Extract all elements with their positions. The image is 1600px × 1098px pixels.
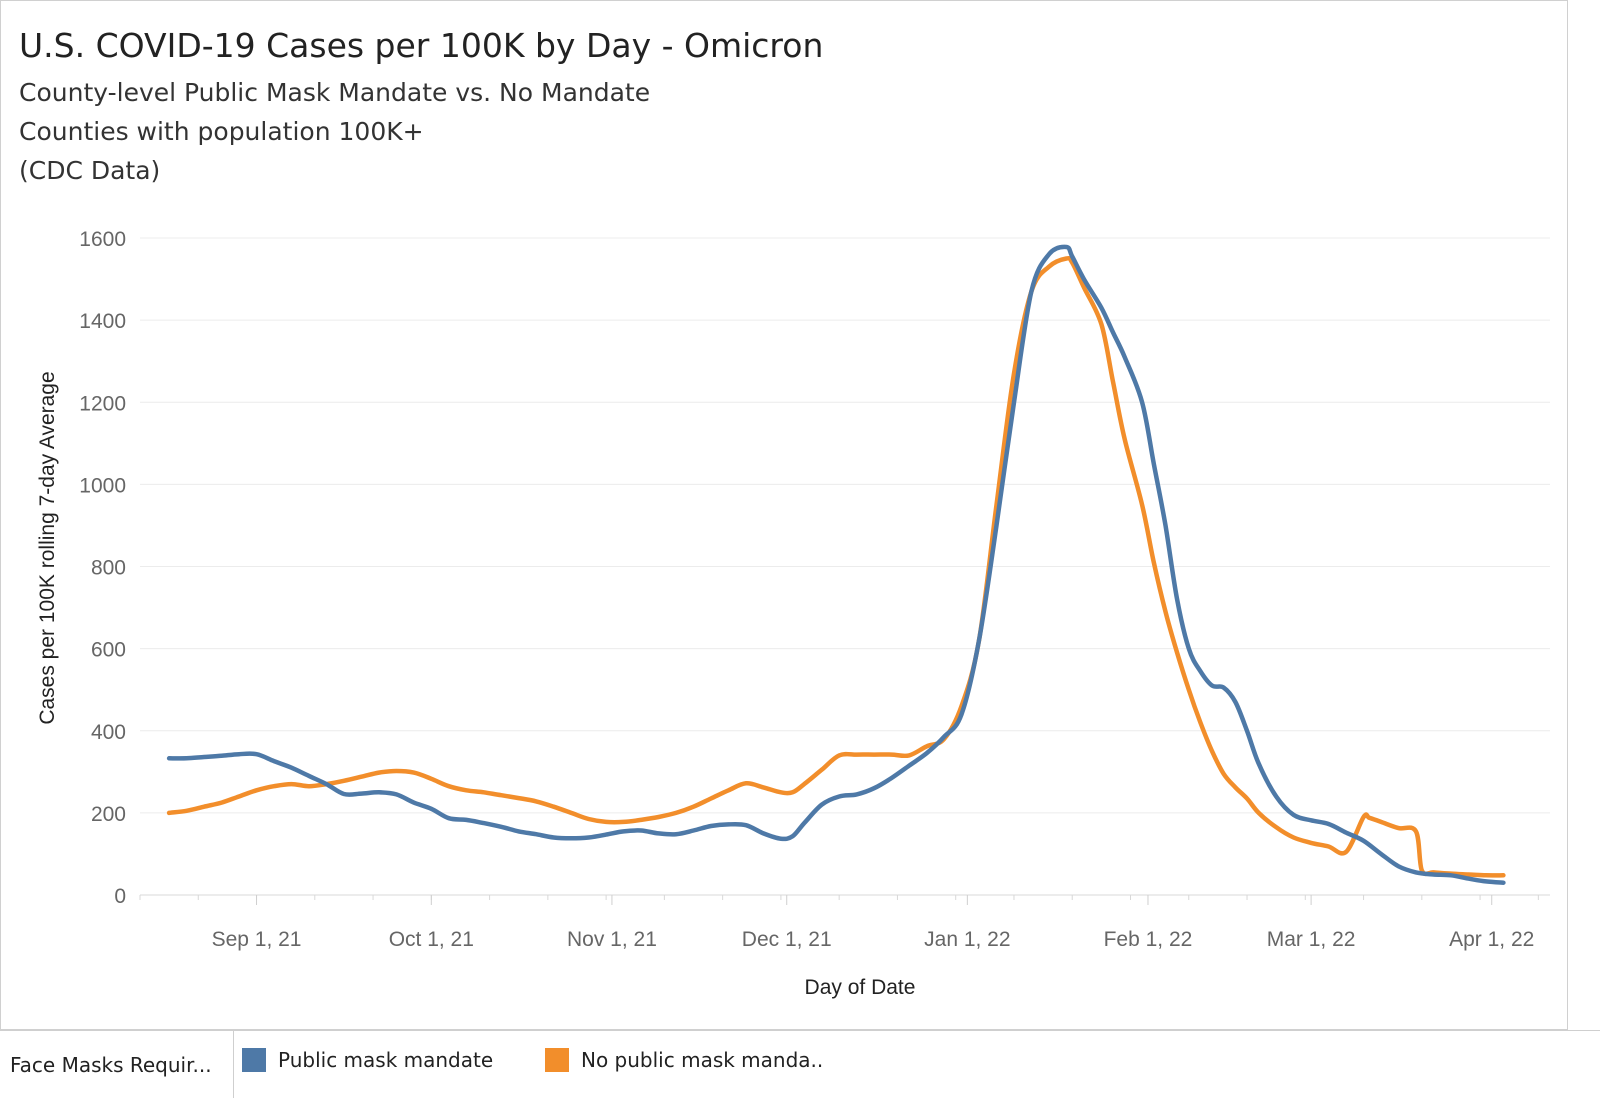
legend-swatch-blue (242, 1048, 266, 1072)
legend-item-no-public-mask-mandate[interactable]: No public mask manda.. (545, 1045, 823, 1075)
x-tick-label: Nov 1, 21 (567, 928, 657, 951)
y-tick-label: 1200 (79, 392, 126, 415)
series-line-no-public-mask-mandate[interactable] (166, 255, 1506, 878)
y-tick-label: 800 (91, 557, 126, 580)
x-tick-label: Oct 1, 21 (389, 928, 474, 951)
chart-subtitle-line-1: County-level Public Mask Mandate vs. No … (19, 78, 651, 107)
legend-divider (233, 1031, 234, 1098)
chart-subtitle-line-2: Counties with population 100K+ (19, 117, 424, 146)
y-axis-ticks: 0 200 400 600 800 1000 1200 1400 1600 (79, 228, 126, 908)
legend-label: Public mask mandate (278, 1048, 494, 1072)
chart-subtitle-line-3: (CDC Data) (19, 156, 161, 185)
legend-swatch-orange (545, 1048, 569, 1072)
series-line-public-mask-mandate[interactable] (166, 244, 1506, 885)
x-axis: Sep 1, 21 Oct 1, 21 Nov 1, 21 Dec 1, 21 Jan … (139, 894, 1550, 951)
series-lines (166, 244, 1506, 885)
x-tick-label: Dec 1, 21 (742, 928, 832, 951)
chart-title: U.S. COVID-19 Cases per 100K by Day - Om… (19, 26, 824, 65)
x-tick-label: Apr 1, 22 (1449, 928, 1534, 951)
legend-title[interactable]: Face Masks Requir... (10, 1053, 212, 1077)
legend-item-public-mask-mandate[interactable]: Public mask mandate (242, 1045, 493, 1075)
y-tick-label: 200 (91, 803, 126, 826)
y-tick-label: 1000 (79, 474, 126, 497)
y-tick-label: 400 (91, 721, 126, 744)
x-tick-label: Sep 1, 21 (212, 928, 302, 951)
y-tick-label: 1400 (79, 310, 126, 333)
chart-frame (0, 0, 1568, 1030)
y-tick-label: 600 (91, 639, 126, 662)
line-chart: Sep 1, 21 Oct 1, 21 Nov 1, 21 Dec 1, 21 Jan … (36, 228, 1550, 999)
x-axis-label: Day of Date (805, 976, 916, 999)
y-tick-label: 1600 (79, 228, 126, 251)
x-tick-label: Mar 1, 22 (1267, 928, 1356, 951)
x-tick-label: Feb 1, 22 (1104, 928, 1193, 951)
x-tick-label: Jan 1, 22 (924, 928, 1010, 951)
y-tick-label: 0 (114, 885, 126, 908)
y-axis-label: Cases per 100K rolling 7-day Average (36, 371, 59, 724)
legend-bar: Face Masks Requir... Public mask mandate… (0, 1030, 1600, 1098)
legend-label: No public mask manda.. (581, 1048, 824, 1072)
